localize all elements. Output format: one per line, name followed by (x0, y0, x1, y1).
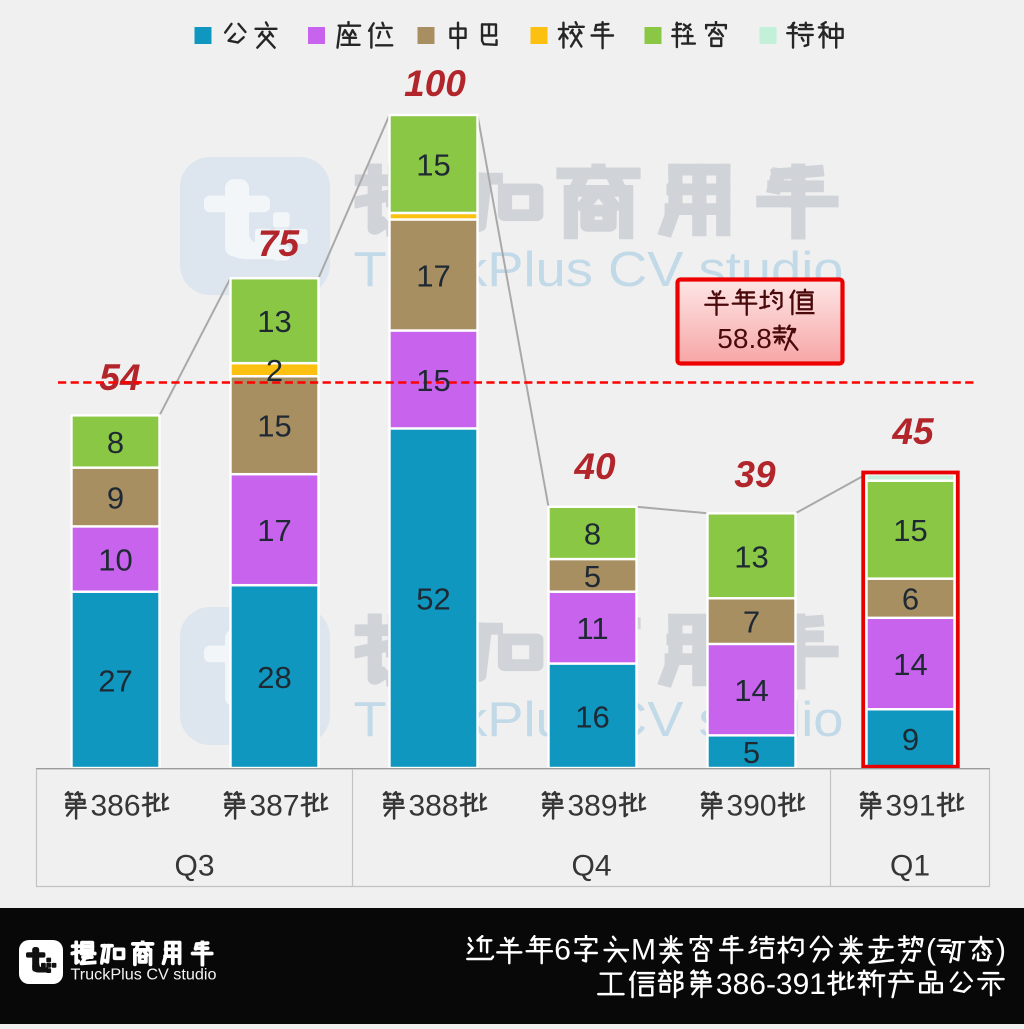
svg-text:14: 14 (734, 673, 768, 708)
svg-text:27: 27 (98, 663, 132, 698)
svg-text:45: 45 (891, 411, 935, 452)
svg-text:52: 52 (416, 582, 450, 617)
svg-text:2: 2 (266, 353, 283, 388)
svg-text:8: 8 (107, 425, 124, 460)
svg-text:6: 6 (902, 582, 919, 617)
svg-text:387: 387 (250, 790, 300, 823)
svg-text:10: 10 (98, 543, 132, 578)
svg-text:5: 5 (743, 735, 760, 770)
svg-text:16: 16 (575, 699, 609, 734)
svg-text:6: 6 (554, 934, 571, 967)
svg-text:9: 9 (107, 481, 124, 516)
svg-text:28: 28 (257, 660, 291, 695)
svg-text:17: 17 (416, 259, 450, 294)
svg-text:391: 391 (886, 790, 936, 823)
svg-text:58.8: 58.8 (717, 323, 772, 354)
svg-text:388: 388 (409, 790, 459, 823)
svg-text:M: M (631, 934, 656, 967)
svg-text:7: 7 (743, 605, 760, 640)
svg-text:13: 13 (734, 539, 768, 574)
svg-text:386-391: 386-391 (716, 968, 826, 1001)
svg-text:TruckPlus CV studio: TruckPlus CV studio (71, 967, 217, 984)
svg-text:9: 9 (902, 722, 919, 757)
svg-text:8: 8 (584, 516, 601, 551)
svg-text:15: 15 (257, 409, 291, 444)
svg-text:5: 5 (584, 559, 601, 594)
svg-text:75: 75 (258, 223, 301, 264)
svg-text:): ) (996, 934, 1006, 967)
svg-text:15: 15 (416, 148, 450, 183)
svg-text:(: ( (926, 934, 936, 967)
svg-text:Q1: Q1 (890, 850, 930, 883)
svg-text:389: 389 (568, 790, 618, 823)
svg-text:15: 15 (893, 513, 927, 548)
svg-text:Q3: Q3 (174, 850, 214, 883)
svg-text:13: 13 (257, 304, 291, 339)
svg-text:14: 14 (893, 647, 927, 682)
svg-text:390: 390 (727, 790, 777, 823)
svg-text:17: 17 (257, 513, 291, 548)
svg-text:54: 54 (99, 357, 140, 398)
svg-text:Q4: Q4 (571, 850, 611, 883)
svg-text:15: 15 (416, 363, 450, 398)
svg-text:386: 386 (91, 790, 141, 823)
svg-text:40: 40 (573, 446, 616, 487)
svg-text:39: 39 (734, 454, 776, 495)
svg-text:11: 11 (576, 611, 608, 646)
svg-text:100: 100 (404, 63, 466, 104)
